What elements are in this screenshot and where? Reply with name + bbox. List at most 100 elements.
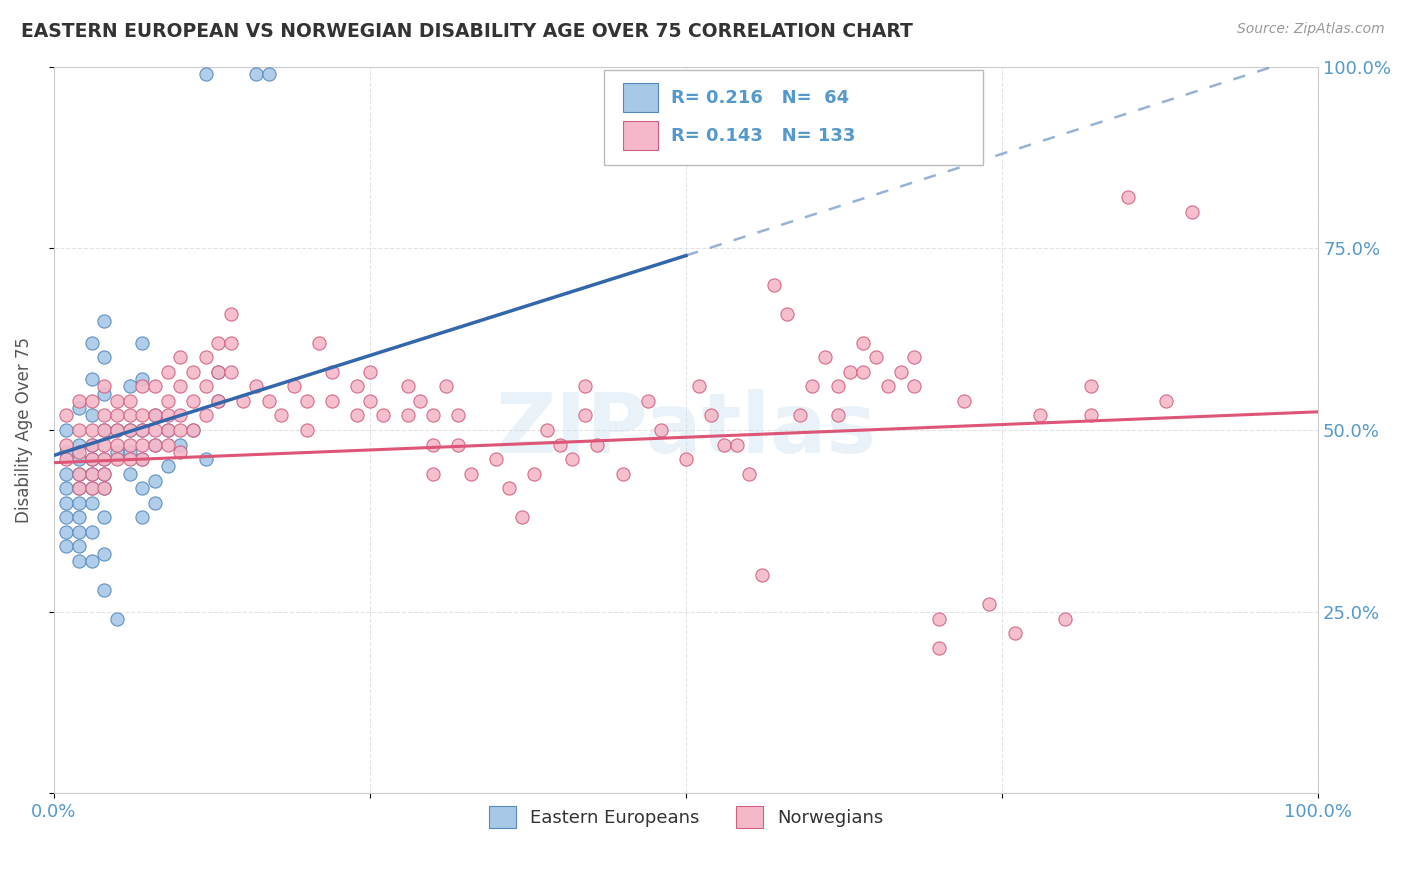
Point [131,452,153,467]
Point [207,335,229,350]
Point [93,467,115,481]
Point [510,510,533,524]
Point [194,452,217,467]
Point [105,444,128,458]
Point [131,423,153,437]
Point [536,423,558,437]
Point [67,539,90,553]
Point [118,452,141,467]
Point [561,452,583,467]
Point [675,452,697,467]
Point [169,437,191,451]
Bar [623,83,658,112]
Point [55,444,77,458]
Point [852,365,875,379]
Point [118,379,141,393]
Point [80,409,103,423]
Point [725,437,748,451]
Point [763,277,786,292]
Point [434,379,457,393]
Point [688,379,710,393]
Point [181,423,204,437]
Point [612,467,634,481]
Point [93,452,115,467]
Point [143,379,166,393]
Point [80,467,103,481]
Point [93,481,115,495]
Point [131,423,153,437]
Y-axis label: Disability Age Over 75: Disability Age Over 75 [15,337,32,523]
Point [131,437,153,451]
Point [55,539,77,553]
Point [67,554,90,568]
Point [118,437,141,451]
Point [80,335,103,350]
Point [80,437,103,451]
Point [409,393,432,408]
Point [700,409,723,423]
Point [586,437,609,451]
Text: Source: ZipAtlas.com: Source: ZipAtlas.com [1237,22,1385,37]
Point [67,423,90,437]
Point [156,437,179,451]
Point [55,524,77,539]
Point [371,409,394,423]
Point [928,640,950,655]
Point [1118,190,1140,204]
Point [105,423,128,437]
Point [93,423,115,437]
Point [55,510,77,524]
Point [93,510,115,524]
Point [80,496,103,510]
Bar [603,70,983,165]
Point [169,409,191,423]
Point [789,409,811,423]
Point [877,379,900,393]
Point [93,314,115,328]
Point [67,393,90,408]
Point [207,393,229,408]
Point [67,481,90,495]
Point [67,481,90,495]
Text: ZIPatlas: ZIPatlas [495,390,876,470]
Point [219,307,242,321]
Point [169,379,191,393]
Point [953,393,976,408]
Point [498,481,520,495]
Point [359,365,381,379]
Point [93,547,115,561]
Point [131,335,153,350]
Point [169,444,191,458]
Point [118,444,141,458]
Point [105,612,128,626]
Point [80,467,103,481]
Point [903,379,925,393]
Point [169,423,191,437]
Point [80,437,103,451]
Point [308,335,330,350]
Point [55,423,77,437]
Point [270,409,292,423]
Point [801,379,824,393]
Point [257,393,280,408]
Point [928,612,950,626]
Point [143,409,166,423]
Point [207,365,229,379]
Point [447,409,470,423]
Point [67,496,90,510]
Point [169,351,191,365]
Point [1029,409,1052,423]
Point [80,481,103,495]
Point [865,351,887,365]
Point [93,452,115,467]
Point [118,423,141,437]
Point [852,335,875,350]
Point [321,365,343,379]
Point [131,481,153,495]
Point [131,452,153,467]
Point [1080,409,1102,423]
Point [422,467,444,481]
Point [257,67,280,81]
Point [637,393,659,408]
Point [93,409,115,423]
